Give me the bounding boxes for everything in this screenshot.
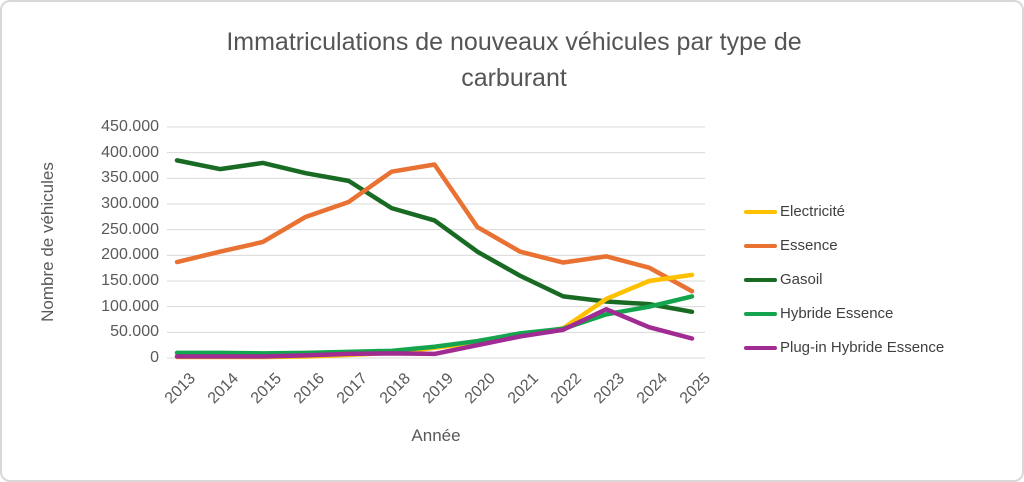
legend-line-swatch bbox=[744, 243, 777, 248]
legend-label: Plug-in Hybride Essence bbox=[780, 339, 945, 356]
y-tick-label: 450.000 bbox=[101, 118, 159, 135]
legend-line-swatch bbox=[744, 277, 777, 282]
y-tick-label: 50.000 bbox=[110, 323, 159, 341]
y-tick-label: 250.000 bbox=[101, 220, 159, 238]
y-axis-title: Nombre de véhicules bbox=[38, 162, 57, 322]
legend-line-swatch bbox=[744, 311, 777, 316]
chart-title-line2: carburant bbox=[461, 64, 567, 92]
legend-label: Essence bbox=[780, 237, 838, 254]
series-line-hybride-essence bbox=[174, 294, 695, 356]
legend-item-essence: Essence bbox=[744, 237, 944, 254]
series-line-essence bbox=[174, 162, 695, 294]
y-tick-label: 350.000 bbox=[101, 169, 159, 187]
legend-line-swatch bbox=[744, 345, 777, 350]
legend: Electricité Essence Gasoil Hybride Essence P… bbox=[744, 203, 944, 356]
legend-label: Electricité bbox=[780, 203, 846, 220]
y-tick-label: 100.000 bbox=[101, 297, 159, 315]
y-tick-label: 200.000 bbox=[101, 246, 159, 264]
legend-item-hybride-essence: Hybride Essence bbox=[744, 305, 944, 322]
series-line-plug-in-hybride-essence bbox=[174, 306, 695, 359]
legend-label: Gasoil bbox=[780, 271, 823, 288]
x-axis-title: Année bbox=[411, 426, 461, 445]
series-line-gasoil bbox=[174, 158, 695, 315]
legend-item-plug-in-hybride-essence: Plug-in Hybride Essence bbox=[744, 339, 944, 356]
legend-line-swatch bbox=[744, 209, 777, 214]
legend-label: Hybride Essence bbox=[780, 305, 894, 322]
legend-item-electricit-: Electricité bbox=[744, 203, 944, 220]
chart-title-line1: Immatriculations de nouveaux véhicules p… bbox=[226, 28, 802, 56]
legend-item-gasoil: Gasoil bbox=[744, 271, 944, 288]
y-tick-label: 0 bbox=[150, 349, 159, 366]
y-tick-label: 300.000 bbox=[101, 195, 159, 212]
chart-title: Immatriculations de nouveaux véhicules p… bbox=[2, 24, 1022, 96]
y-tick-label: 150.000 bbox=[101, 272, 159, 289]
y-tick-label: 400.000 bbox=[101, 143, 159, 161]
